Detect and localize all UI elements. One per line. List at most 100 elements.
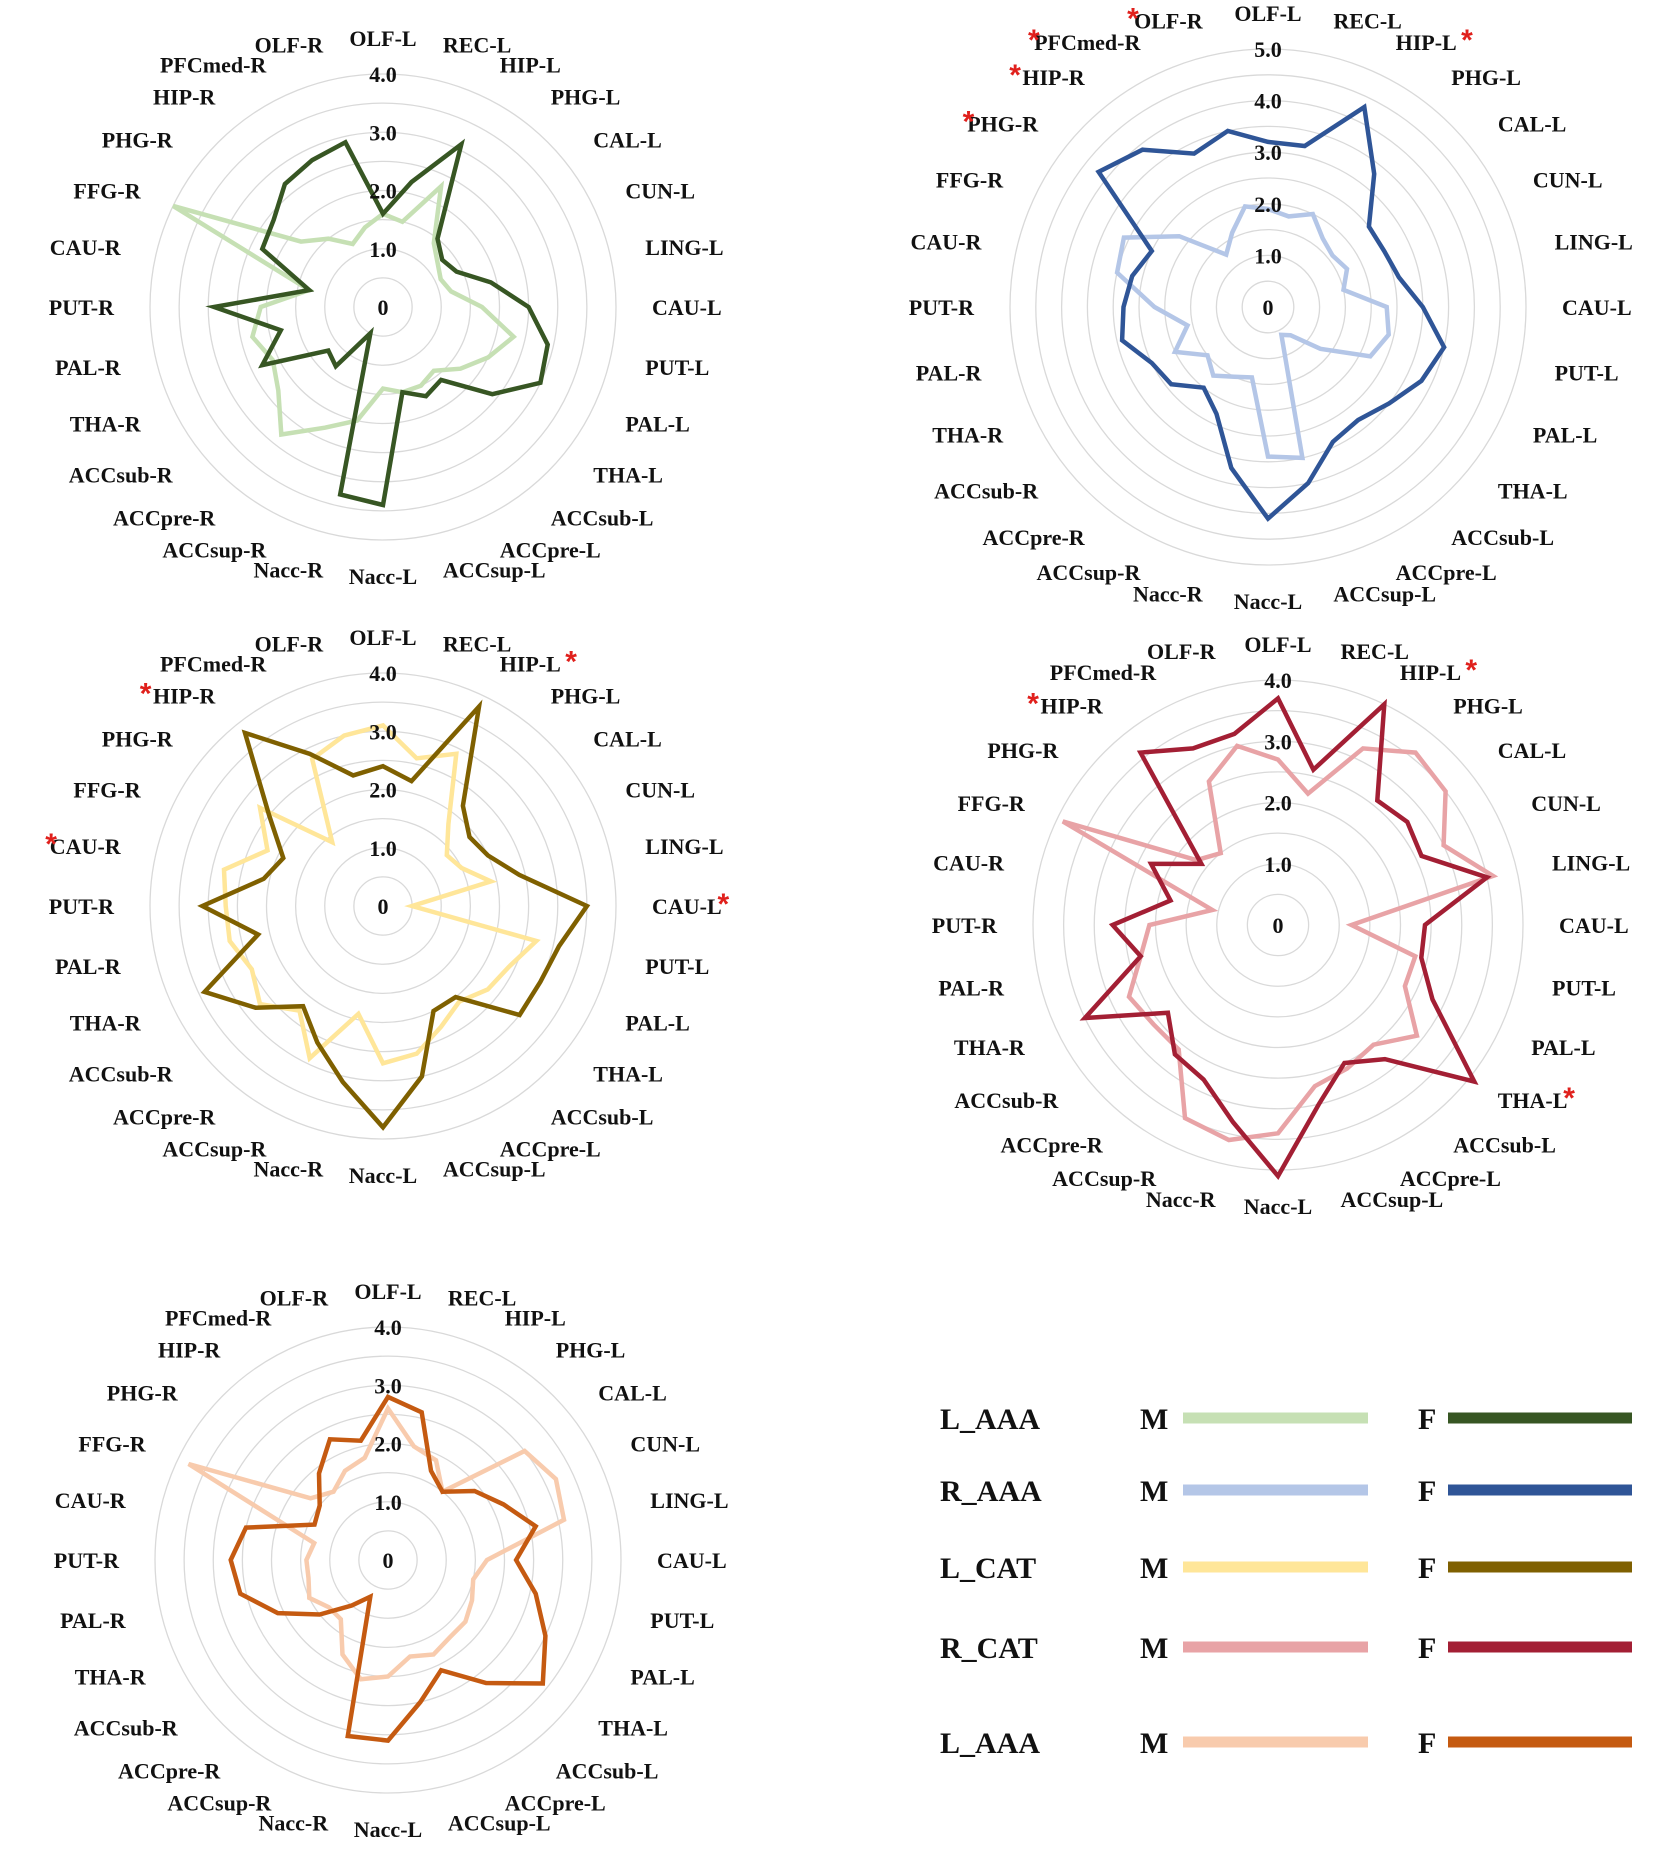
axis-label: PUT-R (49, 295, 115, 320)
axis-label: OLF-R (260, 1286, 330, 1311)
grid-ring (353, 277, 413, 337)
grid-ring (154, 1326, 622, 1794)
grid-ring (324, 847, 442, 965)
axis-label: THA-R (954, 1035, 1026, 1060)
axis-label: ACCpre-R (113, 505, 216, 530)
axis-label: PHG-R (102, 127, 174, 152)
axis-label: CAU-L (652, 894, 722, 919)
axis-label: ACCsub-L (1453, 1133, 1556, 1158)
radial-tick-label: 2.0 (374, 1432, 402, 1457)
radial-tick-label: 0 (378, 894, 389, 919)
grid-ring (1032, 679, 1524, 1171)
legend-f-label: F (1418, 1403, 1436, 1436)
axis-label: ACCpre-L (505, 1790, 606, 1815)
axis-label: PAL-R (938, 976, 1005, 1001)
axis-label: Nacc-R (258, 1810, 329, 1835)
radial-tick-label: 0 (378, 295, 389, 320)
grid-ring (212, 1384, 564, 1736)
axis-label: CUN-L (630, 1431, 700, 1456)
legend-f-label: F (1418, 1475, 1436, 1508)
grid-ring (1164, 203, 1372, 411)
legend-row: L_AAA M F (940, 1727, 1632, 1760)
axis-label: FFG-R (936, 167, 1004, 192)
axis-label: ACCsub-R (934, 478, 1039, 503)
axis-label: REC-L (448, 1286, 516, 1311)
radial-tick-label: 2.0 (369, 179, 397, 204)
axis-label: CAU-L (657, 1548, 727, 1573)
axis-label: CAL-L (593, 726, 661, 751)
radial-tick-label: 1.0 (374, 1490, 402, 1515)
axis-label: THA-R (75, 1665, 147, 1690)
axis-label: OLF-L (1234, 1, 1301, 26)
grid-ring (207, 730, 559, 1082)
axis-label: HIP-L (505, 1306, 566, 1331)
axis-label: OLF-L (349, 26, 416, 51)
axis-label: CAU-R (911, 230, 983, 255)
axis-label: CAU-R (933, 851, 1005, 876)
legend-m-label: M (1140, 1632, 1168, 1665)
axis-label: HIP-R (153, 85, 216, 110)
axis-label: ACCsup-R (1036, 560, 1141, 585)
grid-ring (236, 759, 530, 1053)
axis-label: HIP-R (153, 684, 216, 709)
radial-tick-label: 4.0 (1264, 668, 1292, 693)
significance-star: * (718, 888, 730, 921)
grid-ring (265, 788, 501, 1024)
grid-ring (1035, 74, 1501, 540)
series-m-line (221, 722, 541, 1066)
axis-label: OLF-R (1134, 8, 1204, 33)
axis-label: PUT-L (1555, 360, 1619, 385)
series-f-line (205, 138, 551, 508)
significance-star: * (140, 678, 152, 711)
grid-ring (1124, 771, 1432, 1079)
grid-ring (1246, 893, 1310, 957)
grid-ring (241, 1413, 535, 1707)
legend-m-label: M (1140, 1403, 1168, 1436)
axis-label: PAL-L (625, 1011, 689, 1036)
legend-f-label: F (1418, 1727, 1436, 1760)
axis-label: LING-L (645, 834, 723, 859)
axis-label: REC-L (443, 632, 511, 657)
significance-star: * (963, 106, 975, 139)
series-m-line (1114, 203, 1392, 461)
radial-tick-label: 4.0 (374, 1315, 402, 1340)
series-f-line (1095, 103, 1447, 522)
axis-label: Nacc-L (349, 1163, 417, 1188)
grid-ring (1009, 48, 1527, 566)
radial-tick-label: 1.0 (1264, 852, 1292, 877)
grid-ring (294, 817, 472, 995)
grid-ring (149, 73, 617, 541)
axis-label: PUT-R (49, 894, 115, 919)
axis-label: THA-R (932, 423, 1004, 448)
axis-label: ACCsub-R (69, 1062, 174, 1087)
axis-label: ACCsup-L (443, 1156, 546, 1181)
radial-tick-label: 2.0 (1254, 192, 1282, 217)
axis-label: ACCpre-L (1400, 1166, 1501, 1191)
axis-label: PHG-L (556, 1338, 626, 1363)
axis-label: Nacc-R (253, 557, 324, 582)
axis-label: ACCsub-R (69, 463, 174, 488)
axis-label: PAL-R (60, 1608, 127, 1633)
axis-label: PHG-R (107, 1380, 179, 1405)
grid-ring (1241, 280, 1295, 334)
axis-label: FFG-R (73, 777, 141, 802)
axis-label: ACCpre-L (500, 537, 601, 562)
legend-row: R_AAA M F (940, 1475, 1632, 1508)
axis-label: PHG-L (1453, 693, 1523, 718)
grid-ring (294, 218, 472, 396)
legend-row: L_CAT M F (940, 1552, 1632, 1585)
axis-label: CAU-R (55, 1488, 127, 1513)
grid-ring (1216, 863, 1340, 987)
legend-row: L_AAA M F (940, 1403, 1632, 1436)
axis-label: PFCmed-R (1050, 660, 1157, 685)
legend-m-label: M (1140, 1727, 1168, 1760)
axis-label: THA-L (598, 1716, 668, 1741)
axis-label: CAL-L (1498, 112, 1566, 137)
radial-tick-label: 2.0 (369, 778, 397, 803)
axis-label: ACCsup-R (167, 1790, 272, 1815)
grid-ring (299, 1471, 477, 1649)
axis-label: ACCsup-L (443, 557, 546, 582)
legend-m-label: M (1140, 1475, 1168, 1508)
axis-label: ACCsub-R (954, 1088, 1059, 1113)
